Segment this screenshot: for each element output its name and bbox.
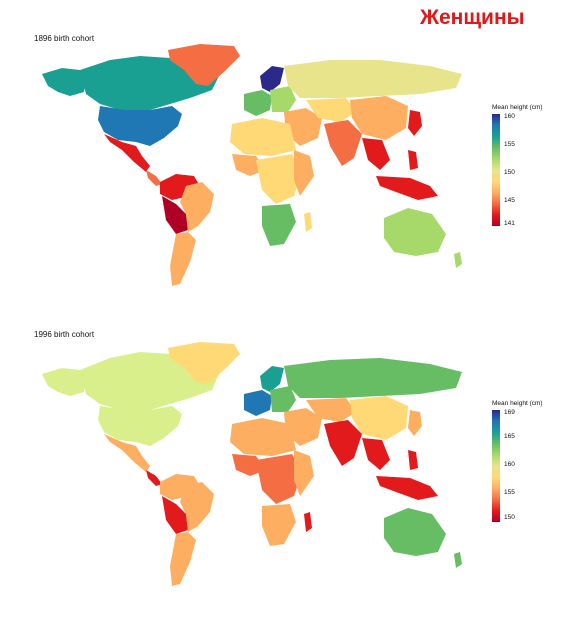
region-madagascar <box>304 212 312 232</box>
region-east-africa <box>294 150 314 196</box>
region-australia <box>384 508 446 556</box>
world-map-1896 <box>42 44 462 286</box>
chart-title: Женщины <box>420 6 525 29</box>
region-new-zealand <box>454 552 462 568</box>
legend-tick-160: 160 <box>504 461 515 468</box>
region-southern-africa <box>262 504 296 546</box>
region-madagascar <box>304 512 312 532</box>
legend-tick-150: 150 <box>504 169 515 176</box>
region-west-africa <box>232 454 266 476</box>
legend-colorbar-1896 <box>492 114 500 226</box>
region-india <box>324 420 362 466</box>
region-middle-east <box>284 408 322 446</box>
legend-tick-160: 160 <box>504 113 515 120</box>
legend-tick-145: 145 <box>504 197 515 204</box>
legend-tick-141: 141 <box>504 220 515 227</box>
region-scandinavia <box>260 366 284 392</box>
region-alaska <box>42 368 86 396</box>
region-china <box>350 396 408 440</box>
legend-colorbar-1996 <box>492 410 500 522</box>
region-mexico <box>104 434 150 472</box>
region-greenland <box>168 44 240 86</box>
region-alaska <box>42 68 86 96</box>
region-russia <box>284 358 462 398</box>
region-india <box>324 120 362 166</box>
region-central-america <box>146 470 162 486</box>
legend-tick-155: 155 <box>504 489 515 496</box>
region-central-asia <box>306 98 356 122</box>
region-new-zealand <box>454 252 462 268</box>
region-southern-cone <box>170 232 196 286</box>
panel-1996: 1996 birth cohort <box>0 300 570 620</box>
region-north-africa <box>230 118 296 156</box>
region-peru-bolivia <box>162 496 188 534</box>
region-central-asia <box>306 398 356 422</box>
region-central-africa <box>256 454 302 504</box>
region-japan-korea <box>408 110 422 136</box>
region-brazil <box>180 182 214 232</box>
region-eastern-europe <box>270 86 296 112</box>
world-map-1996 <box>42 342 462 586</box>
region-usa <box>98 106 182 146</box>
panel-1896: 1896 birth cohort <box>0 0 570 300</box>
region-central-africa <box>256 154 302 204</box>
region-west-africa <box>232 154 266 176</box>
region-peru-bolivia <box>162 196 188 234</box>
region-philippines <box>408 450 418 470</box>
region-russia <box>284 60 462 98</box>
region-mexico <box>104 134 150 172</box>
panel-label-1996: 1996 birth cohort <box>34 330 95 339</box>
region-indonesia <box>376 476 438 500</box>
legend-tick-155: 155 <box>504 141 515 148</box>
region-western-europe <box>244 390 272 416</box>
region-western-europe <box>244 90 272 116</box>
region-middle-east <box>284 108 322 146</box>
legend-title-1896: Mean height (cm) <box>492 104 543 111</box>
region-southeast-asia <box>362 438 390 470</box>
legend-tick-165: 165 <box>504 433 515 440</box>
region-australia <box>384 208 446 256</box>
legend-tick-169: 169 <box>504 409 515 416</box>
region-scandinavia <box>260 66 284 92</box>
region-eastern-europe <box>270 386 296 412</box>
region-southern-africa <box>262 204 296 246</box>
region-north-africa <box>230 418 296 456</box>
legend-tick-150: 150 <box>504 514 515 521</box>
region-indonesia <box>376 176 438 200</box>
region-southern-cone <box>170 532 196 586</box>
region-central-america <box>146 170 162 186</box>
region-japan-korea <box>408 410 422 436</box>
panel-label-1896: 1896 birth cohort <box>34 34 95 43</box>
region-brazil <box>180 482 214 532</box>
region-greenland <box>168 342 240 384</box>
region-philippines <box>408 150 418 170</box>
region-east-africa <box>294 450 314 496</box>
region-china <box>350 96 408 140</box>
legend-title-1996: Mean height (cm) <box>492 400 543 407</box>
region-southeast-asia <box>362 138 390 170</box>
region-usa <box>98 406 182 446</box>
